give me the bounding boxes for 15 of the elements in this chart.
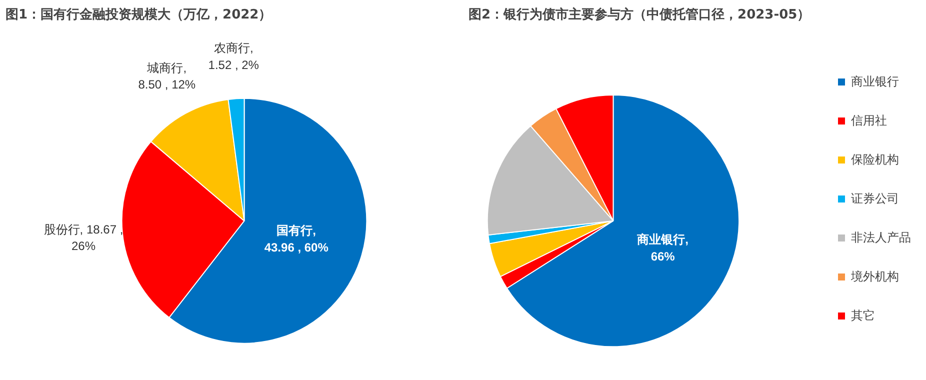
chart-title: 图2：银行为债市主要参与方（中债托管口径，2023-05） [468,6,810,22]
slice-label: 农商行, 1.52 , 2% [208,41,260,72]
chart-title: 图1：国有行金融投资规模大（万亿，2022） [6,8,272,22]
legend-label: 商业银行 [851,73,899,90]
legend-label: 非法人产品 [851,229,911,246]
legend-label: 其它 [851,307,875,324]
category-label: 商业银行, [637,232,689,246]
slice-label: 国有行, 43.96 , 60% [264,224,329,254]
legend-label: 证券公司 [851,190,899,207]
legend-label: 境外机构 [851,268,899,285]
slice-label: 股份行, 18.67 , 26% [44,222,124,254]
legend-label: 信用社 [851,112,887,129]
text: 66% [650,249,675,264]
slice-label: 城商行, 8.50 , 12% [138,60,196,92]
legend-label: 保险机构 [851,151,899,168]
